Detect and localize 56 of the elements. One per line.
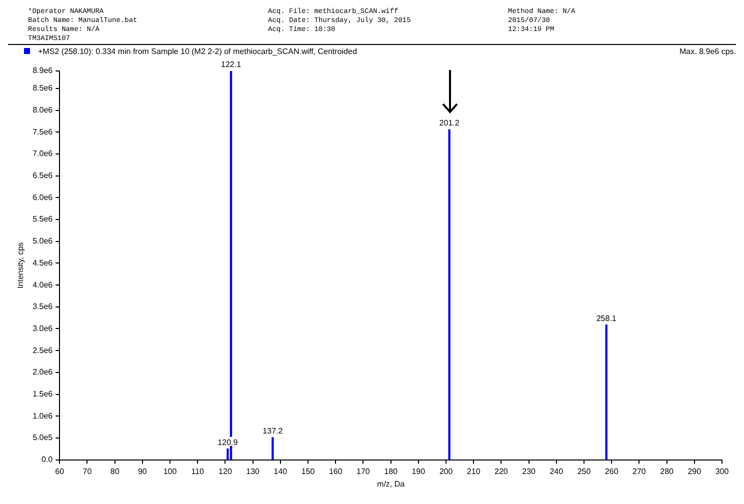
x-tick-label: 280 <box>660 466 674 476</box>
y-tick-label: 5.0e5 <box>32 433 54 442</box>
y-tick-label: 6.0e6 <box>32 192 54 202</box>
x-tick-label: 230 <box>522 466 536 476</box>
x-tick-label: 300 <box>715 466 730 476</box>
x-tick-label: 250 <box>577 466 592 476</box>
x-tick-label: 150 <box>301 466 316 476</box>
x-axis-title: m/z, Da <box>377 479 406 488</box>
y-tick-label: 8.9e6 <box>32 66 54 76</box>
x-tick-label: 90 <box>138 466 148 476</box>
y-tick-label: 8.5e6 <box>32 84 54 93</box>
y-tick-label: 2.5e6 <box>32 346 54 355</box>
x-tick-label: 140 <box>274 466 288 476</box>
y-axis-title: Intensity, cps <box>16 242 26 288</box>
y-tick-label: 3.5e6 <box>32 302 54 312</box>
y-tick-label: 4.0e6 <box>32 280 54 290</box>
y-tick-label: 6.5e6 <box>32 171 54 180</box>
y-tick-label: 5.5e6 <box>32 214 54 224</box>
x-tick-label: 70 <box>82 466 92 476</box>
x-tick-label: 100 <box>163 466 178 476</box>
annotation: 122.1 <box>220 60 242 70</box>
x-tick-label: 200 <box>439 466 454 476</box>
text: Max. 8.9e6 cps. <box>680 46 736 56</box>
y-tick-label: 8.0e6 <box>32 106 54 115</box>
x-tick-label: 290 <box>688 466 702 476</box>
x-tick-label: 130 <box>246 466 260 476</box>
bar <box>605 324 608 460</box>
x-tick-label: 190 <box>412 466 426 476</box>
annotation: 120.9 <box>218 438 238 448</box>
x-tick-label: 270 <box>632 466 646 476</box>
annotation: 201.2 <box>439 118 460 128</box>
y-tick-label: 4.5e6 <box>32 258 54 268</box>
x-tick-label: 80 <box>110 466 120 476</box>
y-tick-label: 3.0e6 <box>32 324 54 333</box>
annotation: 258.1 <box>596 314 617 324</box>
bar <box>448 129 450 460</box>
chart-title: +MS2 (258.10): 0.334 min from Sample 10 (M2 2-2) of methiocarb_SCAN.wiff, Centroided <box>38 46 358 56</box>
y-tick-label: 1.5e6 <box>32 389 54 398</box>
y-tick-label: 0.0 <box>41 455 54 464</box>
x-tick-label: 160 <box>328 466 343 476</box>
y-tick-label: 7.5e6 <box>32 127 54 136</box>
x-tick-label: 120 <box>218 466 232 476</box>
y-tick-label: 5.0e6 <box>32 236 54 246</box>
x-tick-label: 240 <box>550 466 564 476</box>
x-tick-label: 220 <box>494 466 508 476</box>
y-tick-label: 7.0e6 <box>32 149 54 158</box>
annotation: 137.2 <box>262 426 284 436</box>
x-tick-label: 170 <box>356 466 370 476</box>
x-tick-label: 180 <box>384 466 398 476</box>
x-tick-label: 60 <box>55 466 65 476</box>
x-tick-label: 260 <box>604 466 619 476</box>
x-tick-label: 110 <box>191 466 205 476</box>
x-tick-label: 210 <box>466 466 481 476</box>
bar <box>272 437 274 460</box>
y-tick-label: 1.0e6 <box>32 411 54 420</box>
y-tick-label: 2.0e6 <box>32 368 54 377</box>
